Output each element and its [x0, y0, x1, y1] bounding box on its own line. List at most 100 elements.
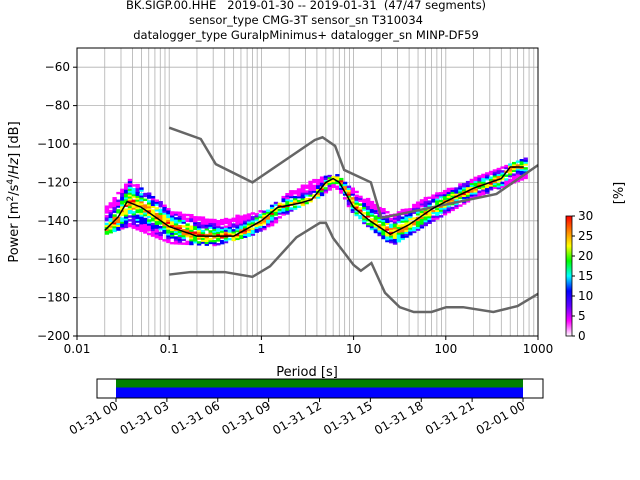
density-cell: [135, 201, 140, 204]
density-cell: [158, 204, 163, 208]
density-cell: [492, 171, 498, 174]
colorbar-tick-label: 0: [578, 329, 586, 343]
density-cell: [458, 194, 463, 198]
density-cell: [369, 223, 375, 227]
density-cell: [431, 209, 436, 213]
density-cell: [515, 179, 521, 183]
density-cell: [262, 227, 267, 231]
density-cell: [469, 186, 475, 189]
density-cell: [423, 219, 428, 223]
density-cell: [116, 216, 121, 220]
density-cell: [342, 185, 348, 189]
density-cell: [335, 175, 340, 179]
density-cell: [438, 195, 444, 199]
density-cell: [354, 194, 359, 198]
density-cell: [166, 213, 171, 217]
density-cell: [285, 193, 290, 196]
density-cell: [193, 239, 198, 242]
density-cell: [289, 190, 294, 193]
density-cell: [419, 210, 425, 214]
density-cell: [143, 219, 148, 223]
density-cell: [488, 172, 494, 176]
density-cell: [488, 170, 494, 174]
density-cell: [139, 198, 144, 202]
density-cell: [200, 231, 206, 235]
density-cell: [239, 232, 244, 236]
density-cell: [127, 180, 133, 184]
density-cell: [189, 242, 194, 246]
density-cell: [496, 185, 501, 188]
density-cell: [166, 208, 171, 211]
density-cell: [446, 206, 452, 210]
density-cell: [327, 176, 332, 180]
density-cell: [127, 205, 133, 209]
density-cell: [319, 193, 325, 197]
density-cell: [170, 222, 175, 226]
density-cell: [246, 224, 252, 228]
density-cell: [511, 163, 517, 167]
density-cell: [319, 187, 325, 191]
density-cell: [154, 207, 160, 210]
density-cell: [181, 217, 186, 220]
density-cell: [150, 219, 156, 222]
density-cell: [500, 174, 505, 177]
density-cell: [181, 221, 186, 224]
density-cell: [170, 241, 175, 245]
density-cell: [400, 231, 405, 235]
density-cell: [273, 217, 279, 220]
density-cell: [454, 187, 459, 190]
density-cell: [239, 236, 244, 240]
density-cell: [166, 238, 171, 242]
density-cell: [323, 191, 329, 194]
density-cell: [415, 228, 421, 231]
density-cell: [404, 214, 409, 217]
density-cell: [508, 171, 513, 174]
density-cell: [135, 187, 140, 191]
density-cell: [262, 212, 267, 215]
density-cell: [112, 206, 117, 210]
density-cell: [335, 187, 340, 190]
density-cell: [108, 221, 113, 224]
density-cell: [296, 192, 302, 195]
density-cell: [193, 241, 198, 244]
density-cell: [385, 226, 390, 229]
density-cell: [158, 201, 163, 204]
density-cell: [116, 205, 121, 208]
density-cell: [154, 226, 160, 229]
density-cell: [319, 189, 325, 193]
density-cell: [496, 179, 501, 182]
density-cell: [158, 218, 163, 221]
density-cell: [385, 222, 390, 225]
density-cell: [204, 226, 209, 229]
density-cell: [331, 175, 336, 179]
density-cell: [116, 201, 121, 204]
density-cell: [412, 228, 417, 232]
density-cell: [392, 219, 398, 222]
density-cell: [431, 194, 436, 197]
density-cell: [400, 210, 405, 214]
density-cell: [204, 220, 209, 223]
density-cell: [515, 171, 521, 175]
density-cell: [216, 225, 221, 229]
density-cell: [104, 228, 110, 231]
density-cell: [415, 203, 421, 206]
density-cell: [123, 214, 129, 217]
density-cell: [235, 237, 240, 241]
density-cell: [212, 222, 217, 226]
density-cell: [220, 218, 225, 222]
density-cell: [292, 190, 298, 193]
density-cell: [308, 184, 313, 188]
density-cell: [462, 196, 467, 199]
density-cell: [189, 225, 194, 228]
density-cell: [431, 215, 436, 218]
density-cell: [139, 220, 144, 223]
density-cell: [469, 180, 475, 184]
density-cell: [331, 179, 336, 183]
density-cell: [235, 222, 240, 225]
density-cell: [396, 220, 402, 224]
density-cell: [331, 183, 336, 187]
density-cell: [396, 238, 402, 241]
density-cell: [481, 187, 486, 190]
density-cell: [292, 195, 298, 199]
density-cell: [423, 218, 428, 221]
